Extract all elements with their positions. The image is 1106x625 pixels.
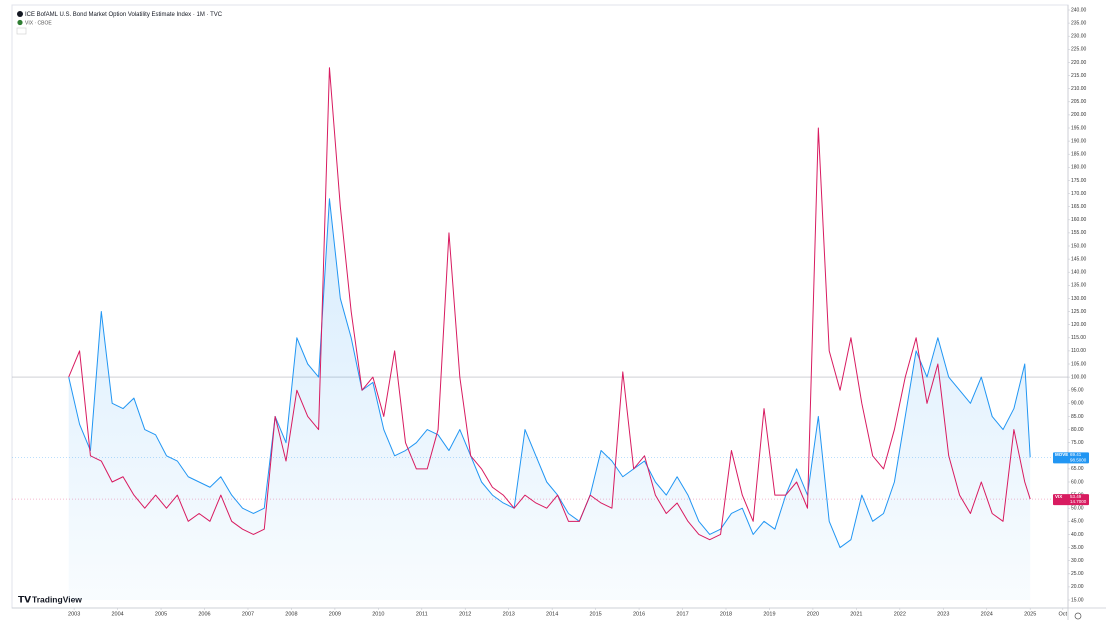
- y-tick-label: 40.00: [1071, 532, 1084, 538]
- y-tick-label: 125.00: [1071, 309, 1087, 315]
- last-value-box: [1053, 494, 1089, 506]
- y-tick-label: 85.00: [1071, 414, 1084, 420]
- x-tick-label: 2023: [937, 611, 949, 617]
- y-tick-label: 160.00: [1071, 217, 1087, 223]
- series-name: VIX: [1055, 494, 1062, 499]
- y-tick-label: 35.00: [1071, 545, 1084, 551]
- y-tick-label: 110.00: [1071, 348, 1086, 354]
- y-tick-label: 145.00: [1071, 256, 1087, 262]
- logo-mark: 𝗧𝗩: [18, 594, 31, 604]
- y-tick-label: 130.00: [1071, 296, 1087, 302]
- x-tick-label: 2025: [1024, 611, 1036, 617]
- series-area: [68, 198, 1031, 601]
- x-tick-label: 2007: [242, 611, 254, 617]
- logo: TradingView: [32, 594, 82, 604]
- last-price-label: 98.5000: [1070, 457, 1087, 462]
- x-tick-label: 2019: [763, 611, 775, 617]
- y-tick-label: 175.00: [1071, 178, 1087, 184]
- last-value-label: 53.49: [1070, 494, 1082, 499]
- x-tick-label: 2008: [285, 611, 297, 617]
- y-tick-label: 20.00: [1071, 584, 1084, 590]
- legend-entry: VIX · CBOE: [25, 20, 52, 26]
- y-tick-label: 205.00: [1071, 99, 1087, 105]
- x-tick-label: 2024: [981, 611, 993, 617]
- y-tick-label: 185.00: [1071, 152, 1087, 158]
- x-tick-label: 2005: [155, 611, 167, 617]
- x-tick-label: 2018: [720, 611, 732, 617]
- x-tick-label: 2012: [459, 611, 471, 617]
- y-tick-label: 230.00: [1071, 34, 1087, 40]
- y-tick-label: 15.00: [1071, 597, 1084, 603]
- x-tick-label: 2003: [68, 611, 80, 617]
- y-tick-label: 225.00: [1071, 47, 1087, 53]
- y-tick-label: 240.00: [1071, 7, 1087, 13]
- y-tick-label: 210.00: [1071, 86, 1087, 92]
- x-tick-label: 2004: [111, 611, 123, 617]
- series-line: [68, 198, 1031, 549]
- y-tick-label: 30.00: [1071, 558, 1084, 564]
- y-tick-label: 65.00: [1071, 466, 1084, 472]
- x-tick-label: 2006: [198, 611, 210, 617]
- settings-button[interactable]: [1074, 612, 1082, 620]
- x-tick-label: 2017: [676, 611, 688, 617]
- last-price-label: 14.7000: [1070, 499, 1087, 504]
- y-tick-label: 105.00: [1071, 361, 1087, 367]
- x-tick-label: 2021: [850, 611, 862, 617]
- y-tick-label: 150.00: [1071, 243, 1087, 249]
- last-value-box: [1053, 452, 1089, 464]
- y-tick-label: 90.00: [1071, 401, 1084, 407]
- y-tick-label: 170.00: [1071, 191, 1087, 197]
- series-line: [68, 67, 1031, 541]
- y-tick-label: 215.00: [1071, 73, 1087, 79]
- x-tick-label: 2011: [416, 611, 428, 617]
- y-tick-label: 60.00: [1071, 479, 1084, 485]
- x-tick-label: 2015: [589, 611, 601, 617]
- last-value-label: 69.41: [1070, 452, 1082, 457]
- x-tick-label: 2022: [894, 611, 906, 617]
- y-tick-label: 155.00: [1071, 230, 1087, 236]
- y-tick-label: 50.00: [1071, 506, 1084, 512]
- y-tick-label: 120.00: [1071, 322, 1087, 328]
- y-tick-label: 80.00: [1071, 427, 1084, 433]
- y-tick-label: 25.00: [1071, 571, 1084, 577]
- x-tick-label: 2010: [372, 611, 384, 617]
- y-tick-label: 180.00: [1071, 165, 1087, 171]
- y-tick-label: 190.00: [1071, 138, 1087, 144]
- y-tick-label: 235.00: [1071, 20, 1087, 26]
- y-tick-label: 45.00: [1071, 519, 1084, 525]
- chart-title: ICE BofAML U.S. Bond Market Option Volat…: [25, 12, 223, 18]
- y-tick-label: 75.00: [1071, 440, 1084, 446]
- y-tick-label: 200.00: [1071, 112, 1087, 118]
- symbol-icon: [17, 11, 23, 17]
- y-tick-label: 140.00: [1071, 270, 1087, 276]
- collapse-button[interactable]: [16, 27, 27, 35]
- x-tick-label: 2013: [503, 611, 515, 617]
- x-tick-label: 2014: [546, 611, 558, 617]
- y-tick-label: 165.00: [1071, 204, 1087, 210]
- y-tick-label: 135.00: [1071, 283, 1087, 289]
- y-tick-label: 115.00: [1071, 335, 1086, 341]
- y-tick-label: 220.00: [1071, 60, 1087, 66]
- y-tick-label: 195.00: [1071, 125, 1087, 131]
- x-tick-label: Oct: [1059, 611, 1068, 617]
- y-tick-label: 100.00: [1071, 374, 1087, 380]
- legend-icon: [17, 19, 23, 26]
- x-tick-label: 2009: [329, 611, 341, 617]
- x-tick-label: 2020: [807, 611, 819, 617]
- y-tick-label: 95.00: [1071, 388, 1084, 394]
- series-name: MOVE: [1055, 452, 1068, 457]
- x-tick-label: 2016: [633, 611, 645, 617]
